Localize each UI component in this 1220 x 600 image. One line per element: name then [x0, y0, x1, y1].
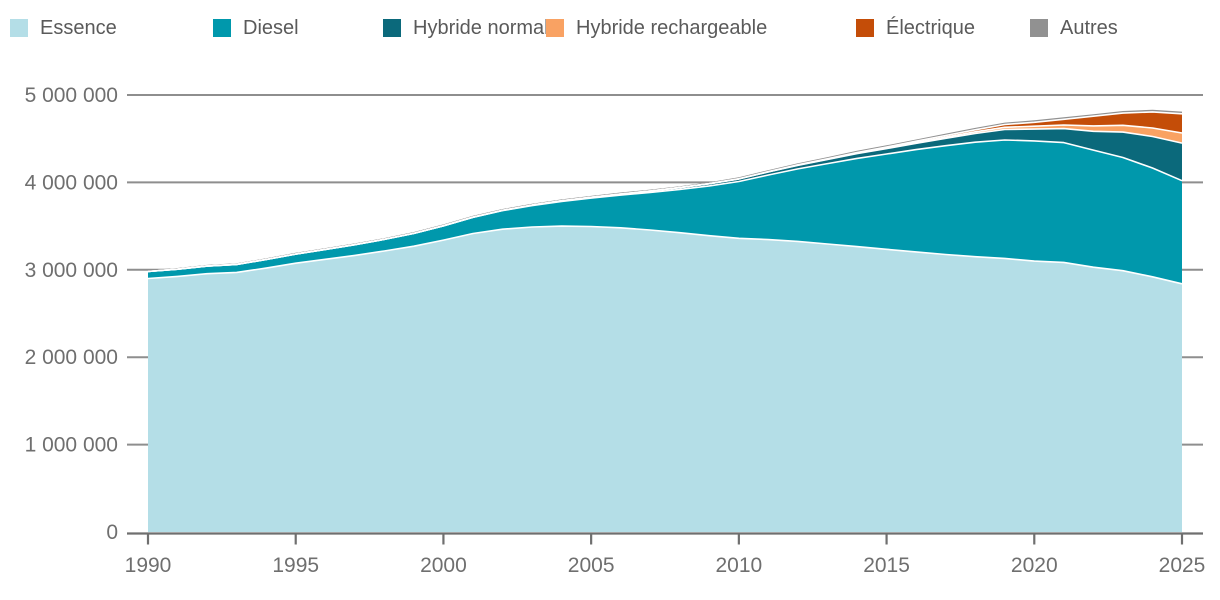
legend-item-hybride-normal[interactable]: Hybride normal: [383, 14, 549, 42]
y-tick-label-3000000: 3 000 000: [25, 259, 118, 282]
legend-swatch-essence: [10, 19, 28, 37]
y-tick-label-2000000: 2 000 000: [25, 346, 118, 369]
legend-label: Hybride rechargeable: [576, 16, 768, 39]
areas: [148, 109, 1182, 532]
legend-swatch-hybride-rechargeable: [546, 19, 564, 37]
separators: [147, 111, 1183, 285]
separator-essence: [147, 225, 1183, 285]
x-tick-label-1990: 1990: [125, 554, 172, 577]
legend-item-electrique[interactable]: Électrique: [856, 14, 975, 42]
legend-item-essence[interactable]: Essence: [10, 14, 117, 42]
y-tick-label-0: 0: [106, 521, 118, 544]
legend-item-diesel[interactable]: Diesel: [213, 14, 299, 42]
y-tick-label-5000000: 5 000 000: [25, 84, 118, 107]
legend-swatch-electrique: [856, 19, 874, 37]
legend-label: Essence: [40, 16, 117, 39]
legend-label: Hybride normal: [413, 16, 549, 39]
y-tick-label-4000000: 4 000 000: [25, 171, 118, 194]
x-tick-labels: 1990 1995 2000 2005 2010 2015 2020 2025: [125, 554, 1206, 577]
legend-swatch-diesel: [213, 19, 231, 37]
legend-swatch-autres: [1030, 19, 1048, 37]
area-diesel: [148, 140, 1182, 284]
y-tick-label-1000000: 1 000 000: [25, 434, 118, 457]
legend-label: Diesel: [243, 16, 299, 39]
x-tick-label-2015: 2015: [863, 554, 910, 577]
x-axis: [127, 532, 1203, 545]
x-tick-label-2025: 2025: [1159, 554, 1206, 577]
x-tick-label-2005: 2005: [568, 554, 615, 577]
x-tick-label-1995: 1995: [272, 554, 319, 577]
separator-electrique: [147, 111, 1183, 273]
x-tick-label-2010: 2010: [715, 554, 762, 577]
area-hybride-normal: [148, 128, 1182, 272]
area-essence: [148, 226, 1182, 532]
x-tick-label-2020: 2020: [1011, 554, 1058, 577]
x-tick-label-2000: 2000: [420, 554, 467, 577]
legend-label: Autres: [1060, 16, 1118, 39]
legend-swatch-hybride-normal: [383, 19, 401, 37]
legend-item-autres[interactable]: Autres: [1030, 14, 1118, 42]
y-tick-labels: 0 1 000 000 2 000 000 3 000 000 4 000 000 5 0…: [25, 84, 118, 544]
legend-label: Électrique: [886, 16, 975, 39]
legend-item-hybride-rechargeable[interactable]: Hybride rechargeable: [546, 14, 767, 42]
legend: Essence Diesel Hybride normal Hybride recha…: [0, 14, 1220, 44]
